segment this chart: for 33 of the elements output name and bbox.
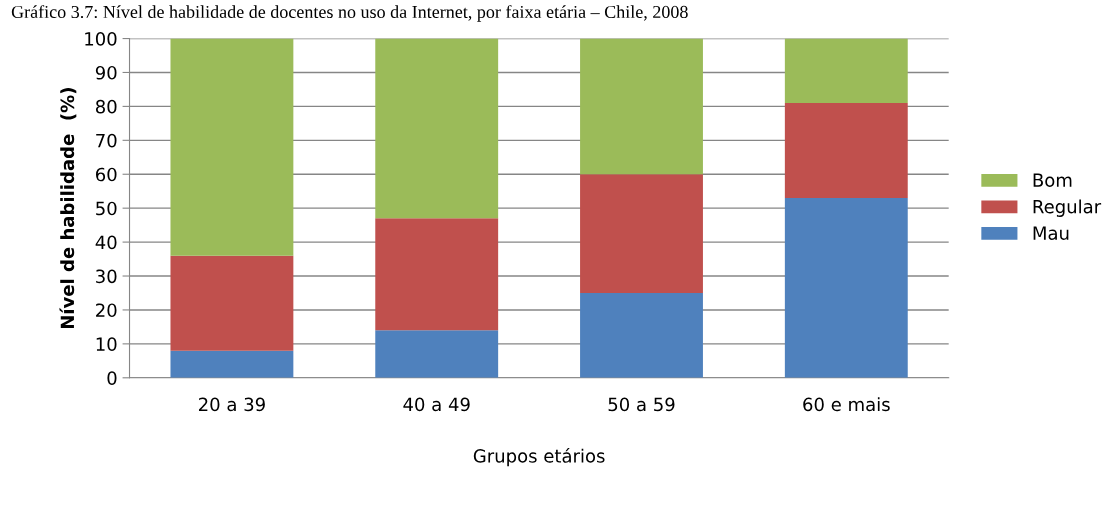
y-tick-label: 40 xyxy=(95,235,117,250)
bar xyxy=(580,174,703,293)
bar xyxy=(170,350,294,378)
y-tick-label: 70 xyxy=(96,133,117,148)
legend-label: Bom xyxy=(1033,173,1072,187)
bar xyxy=(580,38,703,175)
y-tick-label: 80 xyxy=(95,99,117,114)
y-tick-label: 60 xyxy=(96,167,117,182)
x-tick-label: 60 e mais xyxy=(803,397,890,412)
y-tick-label: 20 xyxy=(96,303,117,318)
bar xyxy=(784,38,908,104)
bar xyxy=(375,330,499,378)
y-tick-label: 50 xyxy=(96,201,117,216)
x-axis-title: Grupos etários xyxy=(473,448,605,467)
y-tick-label: 90 xyxy=(95,65,117,80)
y-tick-label: 10 xyxy=(96,337,117,351)
bar xyxy=(170,255,294,351)
bar xyxy=(375,38,499,219)
x-tick-label: 50 a 59 xyxy=(608,397,675,412)
y-tick-label: 30 xyxy=(96,269,117,284)
bar xyxy=(375,218,499,331)
bar xyxy=(784,103,908,198)
chart-title: Gráfico 3.7: Nível de habilidade de docentes no uso da Internet, por faixa etária – Chile, 2008 xyxy=(11,5,688,22)
x-tick-label: 40 a 49 xyxy=(403,397,470,412)
y-axis-title: Nível de habilidade (%) xyxy=(59,88,77,329)
bar xyxy=(580,292,703,378)
bar xyxy=(170,38,294,256)
legend-label: Regular xyxy=(1033,199,1102,217)
x-tick-label: 20 a 39 xyxy=(198,397,265,412)
bar xyxy=(784,197,908,378)
legend-label: Mau xyxy=(1033,226,1069,240)
y-tick-label: 0 xyxy=(107,371,117,385)
y-tick-label: 100 xyxy=(85,32,117,46)
